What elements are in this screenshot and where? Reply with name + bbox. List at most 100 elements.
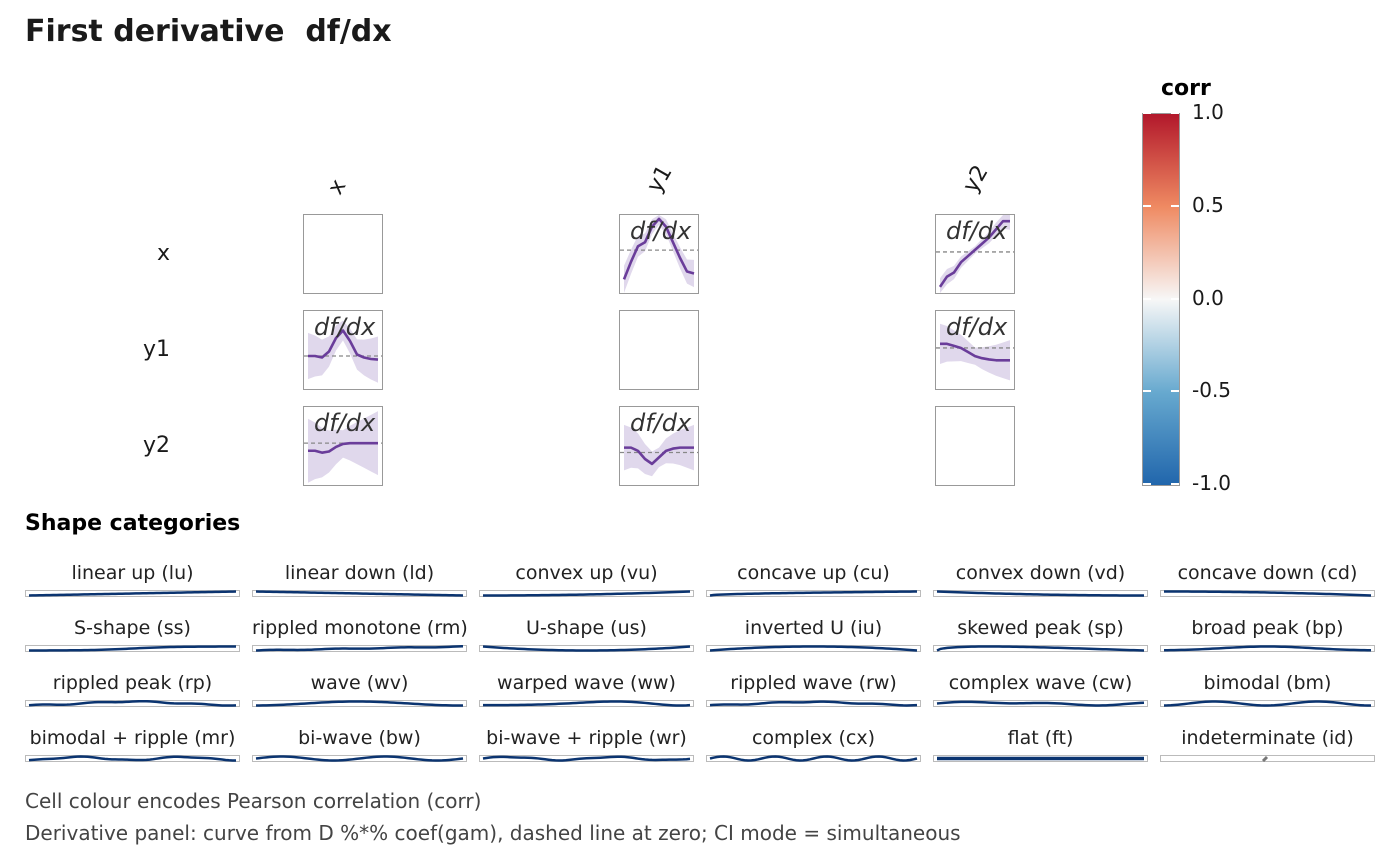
caption-1: Cell colour encodes Pearson correlation … xyxy=(25,789,482,813)
shape-frame xyxy=(25,755,240,762)
legend-tick-mark xyxy=(1143,204,1151,207)
shape-vu: convex up (vu) xyxy=(479,562,694,602)
shape-bm: bimodal (bm) xyxy=(1160,672,1375,712)
derivative-curve xyxy=(622,217,695,280)
shape-label: linear up (lu) xyxy=(71,562,194,584)
panel-x-x xyxy=(303,214,383,294)
shape-cd: concave down (cd) xyxy=(1160,562,1375,602)
shape-curve xyxy=(936,590,1145,597)
legend-tick-mark xyxy=(1143,483,1151,485)
shape-bp: broad peak (bp) xyxy=(1160,617,1375,657)
shape-us: U-shape (us) xyxy=(479,617,694,657)
shape-mr: bimodal + ripple (mr) xyxy=(25,727,240,767)
legend-tick-label: -0.5 xyxy=(1192,378,1232,403)
shape-curve xyxy=(709,590,918,597)
legend-tick-mark xyxy=(1171,297,1179,300)
shape-curve xyxy=(482,700,691,707)
shape-ft: flat (ft) xyxy=(933,727,1148,767)
shape-cx: complex (cx) xyxy=(706,727,921,767)
row-label-y2: y2 xyxy=(142,433,170,458)
legend-tick-label: -1.0 xyxy=(1192,471,1232,495)
shape-curve xyxy=(1163,645,1372,652)
panel-y1-x: df/dx xyxy=(303,310,383,390)
shape-curve xyxy=(28,755,237,762)
shape-label: S-shape (ss) xyxy=(74,617,191,639)
shape-label: linear down (ld) xyxy=(284,562,435,584)
ci-band xyxy=(308,411,378,483)
shape-label: wave (wv) xyxy=(310,672,409,694)
shape-label: complex wave (cw) xyxy=(948,672,1133,694)
shape-vd: convex down (vd) xyxy=(933,562,1148,602)
legend-tick-label: 0.5 xyxy=(1192,192,1224,217)
shape-label: bimodal (bm) xyxy=(1203,672,1332,694)
col-label-y2: y2 xyxy=(958,161,994,197)
shape-label: concave up (cu) xyxy=(737,562,890,584)
shape-label: rippled monotone (rm) xyxy=(252,617,467,639)
shape-rp: rippled peak (rp) xyxy=(25,672,240,712)
panel-y1-y1 xyxy=(619,310,699,390)
shape-curve xyxy=(1261,755,1269,762)
legend-tick-mark xyxy=(1143,297,1151,300)
shape-cu: concave up (cu) xyxy=(706,562,921,602)
derivative-curve xyxy=(940,342,1010,362)
shape-label: inverted U (iu) xyxy=(744,617,883,639)
shape-curve xyxy=(482,645,691,652)
legend-tick-mark xyxy=(1171,204,1179,207)
legend-tick-mark xyxy=(1171,483,1179,485)
shape-label: rippled wave (rw) xyxy=(730,672,897,694)
legend-tick-label: 1.0 xyxy=(1192,100,1224,124)
shape-curve xyxy=(936,645,1145,652)
shape-label: indeterminate (id) xyxy=(1181,727,1354,749)
panel-y2-x: df/dx xyxy=(303,406,383,486)
legend-tick-mark xyxy=(1171,390,1179,393)
panel-y1-y2: df/dx xyxy=(935,310,1015,390)
shape-curve xyxy=(709,700,918,707)
shape-ww: warped wave (ww) xyxy=(479,672,694,712)
shape-rw: rippled wave (rw) xyxy=(706,672,921,712)
shape-bw: bi-wave (bw) xyxy=(252,727,467,767)
shape-curve xyxy=(28,645,237,652)
ci-band xyxy=(624,424,694,477)
row-label-y1: y1 xyxy=(142,337,170,362)
shape-lu: linear up (lu) xyxy=(25,562,240,602)
shape-curve xyxy=(709,755,918,762)
shape-curve xyxy=(255,755,464,762)
shape-sp: skewed peak (sp) xyxy=(933,617,1148,657)
shape-curve xyxy=(28,700,237,707)
shape-curve xyxy=(255,590,464,597)
page-title: First derivative df/dx xyxy=(25,14,392,49)
ci-band xyxy=(624,215,694,293)
shape-label: convex down (vd) xyxy=(955,562,1126,584)
shape-label: complex (cx) xyxy=(751,727,876,749)
shape-curve xyxy=(482,590,691,597)
derivative-curve xyxy=(308,329,379,361)
shape-curve xyxy=(1163,590,1372,597)
legend-tick-label: 0.0 xyxy=(1192,285,1224,310)
shape-curve xyxy=(482,755,691,762)
shape-wv: wave (wv) xyxy=(252,672,467,712)
shape-iu: inverted U (iu) xyxy=(706,617,921,657)
panel-y2-y1: df/dx xyxy=(619,406,699,486)
shape-label: bimodal + ripple (mr) xyxy=(29,727,236,749)
ci-band xyxy=(940,323,1010,381)
shape-curve xyxy=(255,645,464,652)
shape-wr: bi-wave + ripple (wr) xyxy=(479,727,694,767)
shape-curve xyxy=(255,700,464,707)
shape-curve xyxy=(28,590,237,597)
row-label-x: x xyxy=(156,241,170,266)
shape-ld: linear down (ld) xyxy=(252,562,467,602)
panel-x-y2: df/dx xyxy=(935,214,1015,294)
shape-label: bi-wave + ripple (wr) xyxy=(486,727,687,749)
legend-tick-mark xyxy=(1143,390,1151,393)
shape-label: skewed peak (sp) xyxy=(957,617,1124,639)
derivative-curve xyxy=(624,446,694,466)
legend-tick-mark xyxy=(1171,112,1179,114)
shape-label: U-shape (us) xyxy=(526,617,647,639)
shape-curve xyxy=(936,700,1145,707)
shape-ss: S-shape (ss) xyxy=(25,617,240,657)
derivative-curve xyxy=(308,441,378,454)
shape-id: indeterminate (id) xyxy=(1160,727,1375,767)
shape-label: concave down (cd) xyxy=(1177,562,1358,584)
shape-label: bi-wave (bw) xyxy=(298,727,421,749)
